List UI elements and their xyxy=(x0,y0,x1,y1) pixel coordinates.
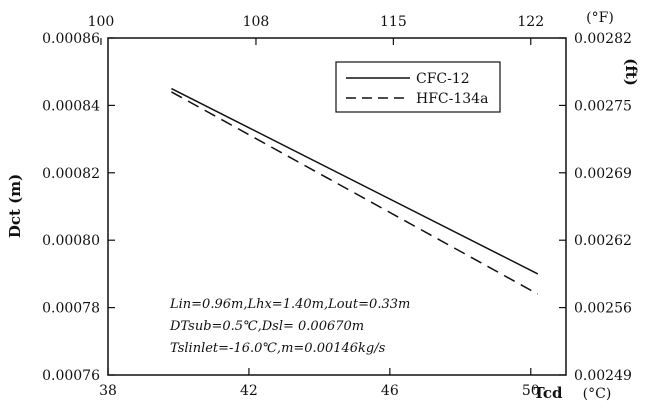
y2-tick-label: 0.00256 xyxy=(574,301,632,317)
y2-tick-label: 0.00262 xyxy=(574,233,632,249)
y-tick-label: 0.00080 xyxy=(42,233,100,249)
x2-tick-label: 108 xyxy=(243,14,270,30)
x2-tick-label: 100 xyxy=(88,14,115,30)
x2-axis-unit: (°F) xyxy=(586,10,614,26)
y2-axis-label: (ft) xyxy=(622,58,640,86)
legend-label-cfc12: CFC-12 xyxy=(416,71,470,87)
y-tick-label: 0.00078 xyxy=(42,301,100,317)
legend-label-hfc134a: HFC-134a xyxy=(416,91,488,107)
x-tick-label: 50 xyxy=(522,383,540,399)
annotation-line-1: Lin=0.96m,Lhx=1.40m,Lout=0.33m xyxy=(169,297,410,312)
x-tick-label: 46 xyxy=(381,383,399,399)
y-tick-label: 0.00084 xyxy=(42,98,100,114)
y-tick-label: 0.00086 xyxy=(42,31,100,47)
series-lines xyxy=(171,87,539,295)
x-axis-label: Tcd xyxy=(533,384,563,402)
y2-tick-label: 0.00282 xyxy=(574,31,632,47)
x-tick-label: 38 xyxy=(99,383,117,399)
legend-box xyxy=(335,61,501,113)
y2-tick-label: 0.00269 xyxy=(574,166,632,182)
legend: CFC-12 HFC-134a xyxy=(335,61,501,113)
plot-frame xyxy=(107,37,567,376)
x-axis-unit: (°C) xyxy=(583,386,612,402)
y-tick-label: 0.00076 xyxy=(42,368,100,384)
annotation-block: Lin=0.96m,Lhx=1.40m,Lout=0.33m DTsub=0.5… xyxy=(169,297,410,356)
annotation-line-2: DTsub=0.5℃,Dsl= 0.00670m xyxy=(169,319,364,334)
axis-ticks: 38 42 46 50 0.00076 0.00078 0.00080 0.00082 0.00… xyxy=(42,14,632,399)
x2-tick-label: 115 xyxy=(380,14,407,30)
annotation-line-3: Tslinlet=-16.0℃,m=0.00146kg/s xyxy=(170,341,386,356)
y2-tick-label: 0.00249 xyxy=(574,368,632,384)
y-tick-label: 0.00082 xyxy=(42,166,100,182)
series-line-cfc12 xyxy=(171,87,539,275)
y-axis-label: Dct (m) xyxy=(6,174,24,238)
x-tick-label: 42 xyxy=(240,383,258,399)
series-line-hfc134a xyxy=(171,91,539,295)
y2-tick-label: 0.00275 xyxy=(574,98,632,114)
x2-tick-label: 122 xyxy=(517,14,544,30)
